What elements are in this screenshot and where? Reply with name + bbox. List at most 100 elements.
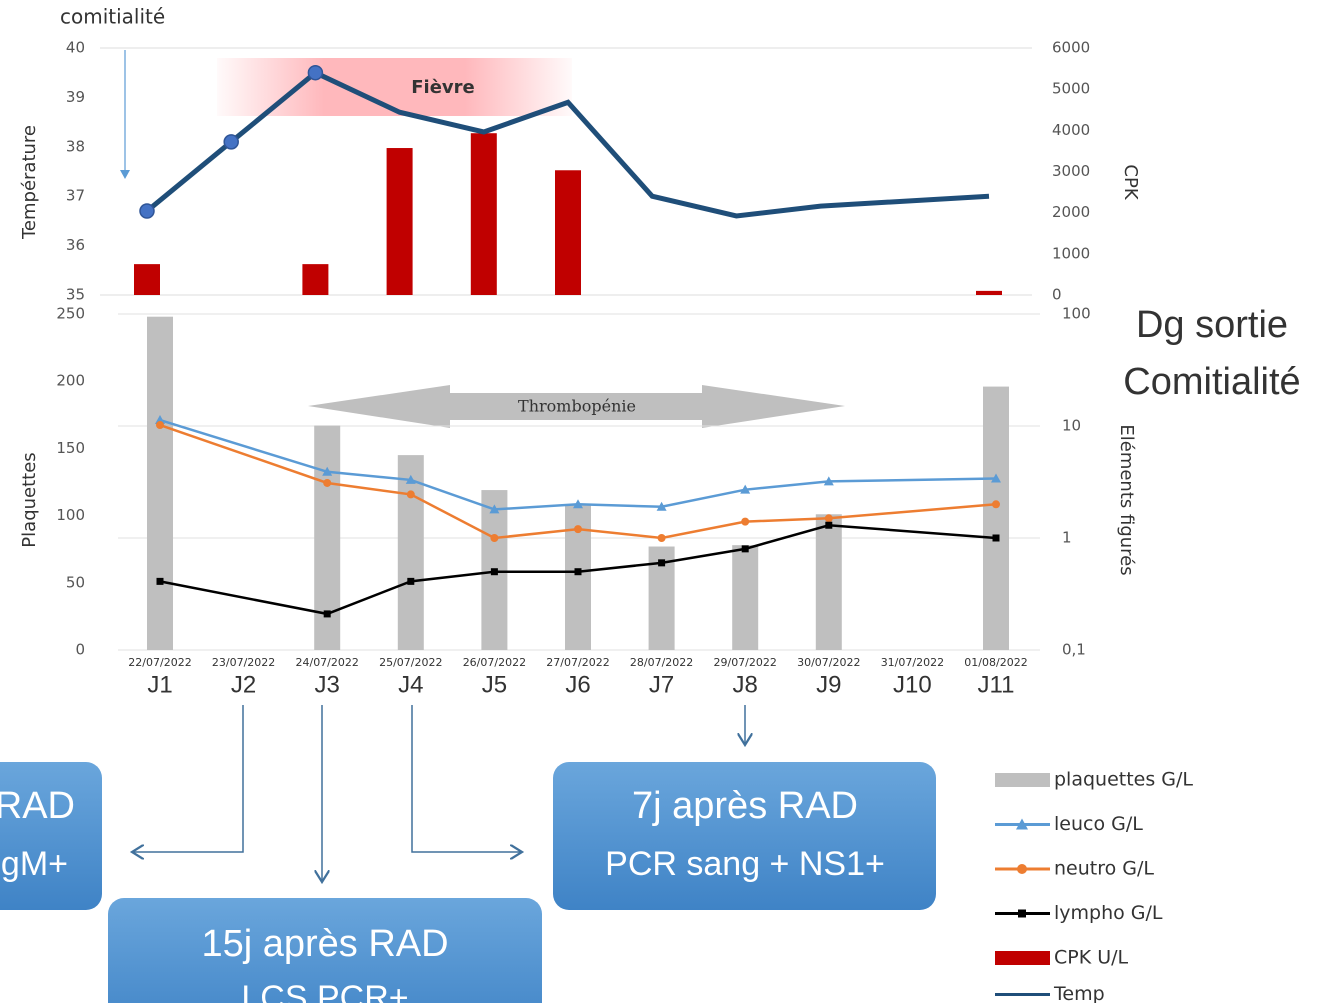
legend-label: neutro G/L bbox=[1054, 858, 1154, 880]
x-tick-label: J6 bbox=[565, 671, 590, 698]
y2-tick-label: 0,1 bbox=[1062, 641, 1086, 659]
bar bbox=[302, 264, 329, 295]
x-tick-label: J5 bbox=[482, 671, 507, 698]
marker bbox=[307, 64, 324, 81]
thrombo-label: Thrombopénie bbox=[518, 397, 636, 416]
x-date-label: 23/07/2022 bbox=[212, 656, 275, 669]
box-title: 7j après RAD bbox=[632, 785, 858, 827]
legend-swatch bbox=[995, 951, 1050, 965]
y2-tick-label: 6000 bbox=[1052, 39, 1090, 57]
fever-label: Fièvre bbox=[411, 77, 475, 98]
y-tick-label: 150 bbox=[56, 439, 85, 457]
y2-tick-label: 0 bbox=[1052, 286, 1062, 304]
y-tick-label: 36 bbox=[66, 236, 85, 254]
y2-tick-label: 100 bbox=[1062, 305, 1091, 323]
legend-label: Temp bbox=[1053, 983, 1105, 1003]
marker bbox=[323, 610, 331, 618]
x-tick-label: J3 bbox=[315, 671, 340, 698]
legend-label: leuco G/L bbox=[1054, 813, 1143, 835]
marker bbox=[223, 134, 239, 150]
x-tick-label: J4 bbox=[398, 671, 423, 698]
side-text: Comitialité bbox=[1123, 361, 1300, 403]
x-date-label: 22/07/2022 bbox=[128, 656, 191, 669]
marker bbox=[139, 203, 155, 219]
marker bbox=[992, 534, 1000, 542]
marker bbox=[824, 514, 833, 523]
x-date-label: 25/07/2022 bbox=[379, 656, 442, 669]
marker bbox=[574, 525, 582, 534]
x-date-label: 01/08/2022 bbox=[964, 656, 1027, 669]
x-tick-label: J8 bbox=[733, 671, 758, 698]
box-text: PCR sang + NS1+ bbox=[605, 845, 885, 883]
bar bbox=[397, 455, 424, 650]
box-text: gM+ bbox=[1, 845, 68, 883]
y-tick-label: 100 bbox=[56, 506, 85, 524]
y2-tick-label: 4000 bbox=[1052, 121, 1090, 139]
marker bbox=[991, 473, 1001, 483]
x-date-label: 27/07/2022 bbox=[546, 656, 609, 669]
bar bbox=[147, 316, 173, 650]
bar bbox=[470, 133, 497, 295]
marker bbox=[490, 534, 499, 542]
box bbox=[553, 762, 936, 910]
marker bbox=[741, 517, 750, 526]
x-tick-label: J11 bbox=[978, 671, 1015, 698]
side-text: Dg sortie bbox=[1136, 304, 1288, 346]
y-tick-label: 37 bbox=[66, 187, 85, 205]
marker bbox=[405, 474, 416, 484]
y-tick-label: 39 bbox=[66, 88, 85, 106]
y2-tick-label: 1 bbox=[1062, 529, 1072, 547]
legend-label: CPK U/L bbox=[1054, 947, 1129, 969]
marker bbox=[658, 559, 666, 567]
legend-label: plaquettes G/L bbox=[1054, 769, 1193, 791]
y2-tick-label: 1000 bbox=[1052, 244, 1090, 262]
x-date-label: 31/07/2022 bbox=[881, 656, 944, 669]
x-date-label: 28/07/2022 bbox=[630, 656, 693, 669]
y2-axis-title: CPK bbox=[1120, 164, 1141, 200]
x-tick-label: J9 bbox=[816, 671, 841, 698]
y2-axis-title: Eléments figurés bbox=[1116, 424, 1137, 575]
connector bbox=[411, 705, 522, 852]
y-axis-title: Température bbox=[19, 125, 40, 240]
x-date-label: 26/07/2022 bbox=[463, 656, 526, 669]
bar bbox=[976, 290, 1002, 295]
legend-marker bbox=[1018, 909, 1026, 918]
x-tick-label: J10 bbox=[893, 671, 932, 698]
bar bbox=[386, 148, 413, 295]
bar bbox=[134, 264, 160, 295]
legend-marker bbox=[1016, 818, 1028, 830]
marker bbox=[992, 500, 1000, 509]
boxes: RAD gM+ 15j après RAD LCS PCR+ 7j après … bbox=[0, 762, 936, 1003]
legend-swatch bbox=[995, 773, 1050, 787]
y-tick-label: 200 bbox=[56, 372, 85, 390]
y-tick-label: 40 bbox=[66, 39, 85, 57]
x-tick-label: J2 bbox=[231, 671, 256, 698]
marker bbox=[323, 478, 332, 487]
box-title: RAD bbox=[0, 785, 75, 827]
y2-tick-label: 10 bbox=[1062, 417, 1081, 435]
box-title: 15j après RAD bbox=[201, 923, 448, 965]
bar bbox=[815, 514, 842, 650]
top-note: comitialité bbox=[60, 5, 165, 29]
marker bbox=[406, 490, 415, 499]
y-tick-label: 0 bbox=[75, 641, 85, 659]
y-tick-label: 250 bbox=[56, 305, 85, 323]
line bbox=[159, 418, 997, 511]
x-tick-label: J7 bbox=[649, 671, 674, 698]
marker bbox=[657, 534, 666, 542]
marker bbox=[155, 415, 165, 425]
legend-label: lympho G/L bbox=[1054, 902, 1163, 924]
x-date-label: 29/07/2022 bbox=[713, 656, 776, 669]
legend-marker bbox=[1017, 864, 1027, 874]
marker bbox=[823, 476, 834, 486]
x-date-label: 30/07/2022 bbox=[797, 656, 860, 669]
marker bbox=[656, 501, 667, 511]
x-tick-label: J1 bbox=[147, 671, 172, 698]
bar bbox=[555, 170, 581, 295]
connector bbox=[132, 705, 244, 852]
y2-tick-label: 3000 bbox=[1052, 162, 1090, 180]
line bbox=[145, 69, 990, 219]
box-text: LCS PCR+ bbox=[241, 979, 408, 1003]
marker bbox=[322, 466, 333, 476]
